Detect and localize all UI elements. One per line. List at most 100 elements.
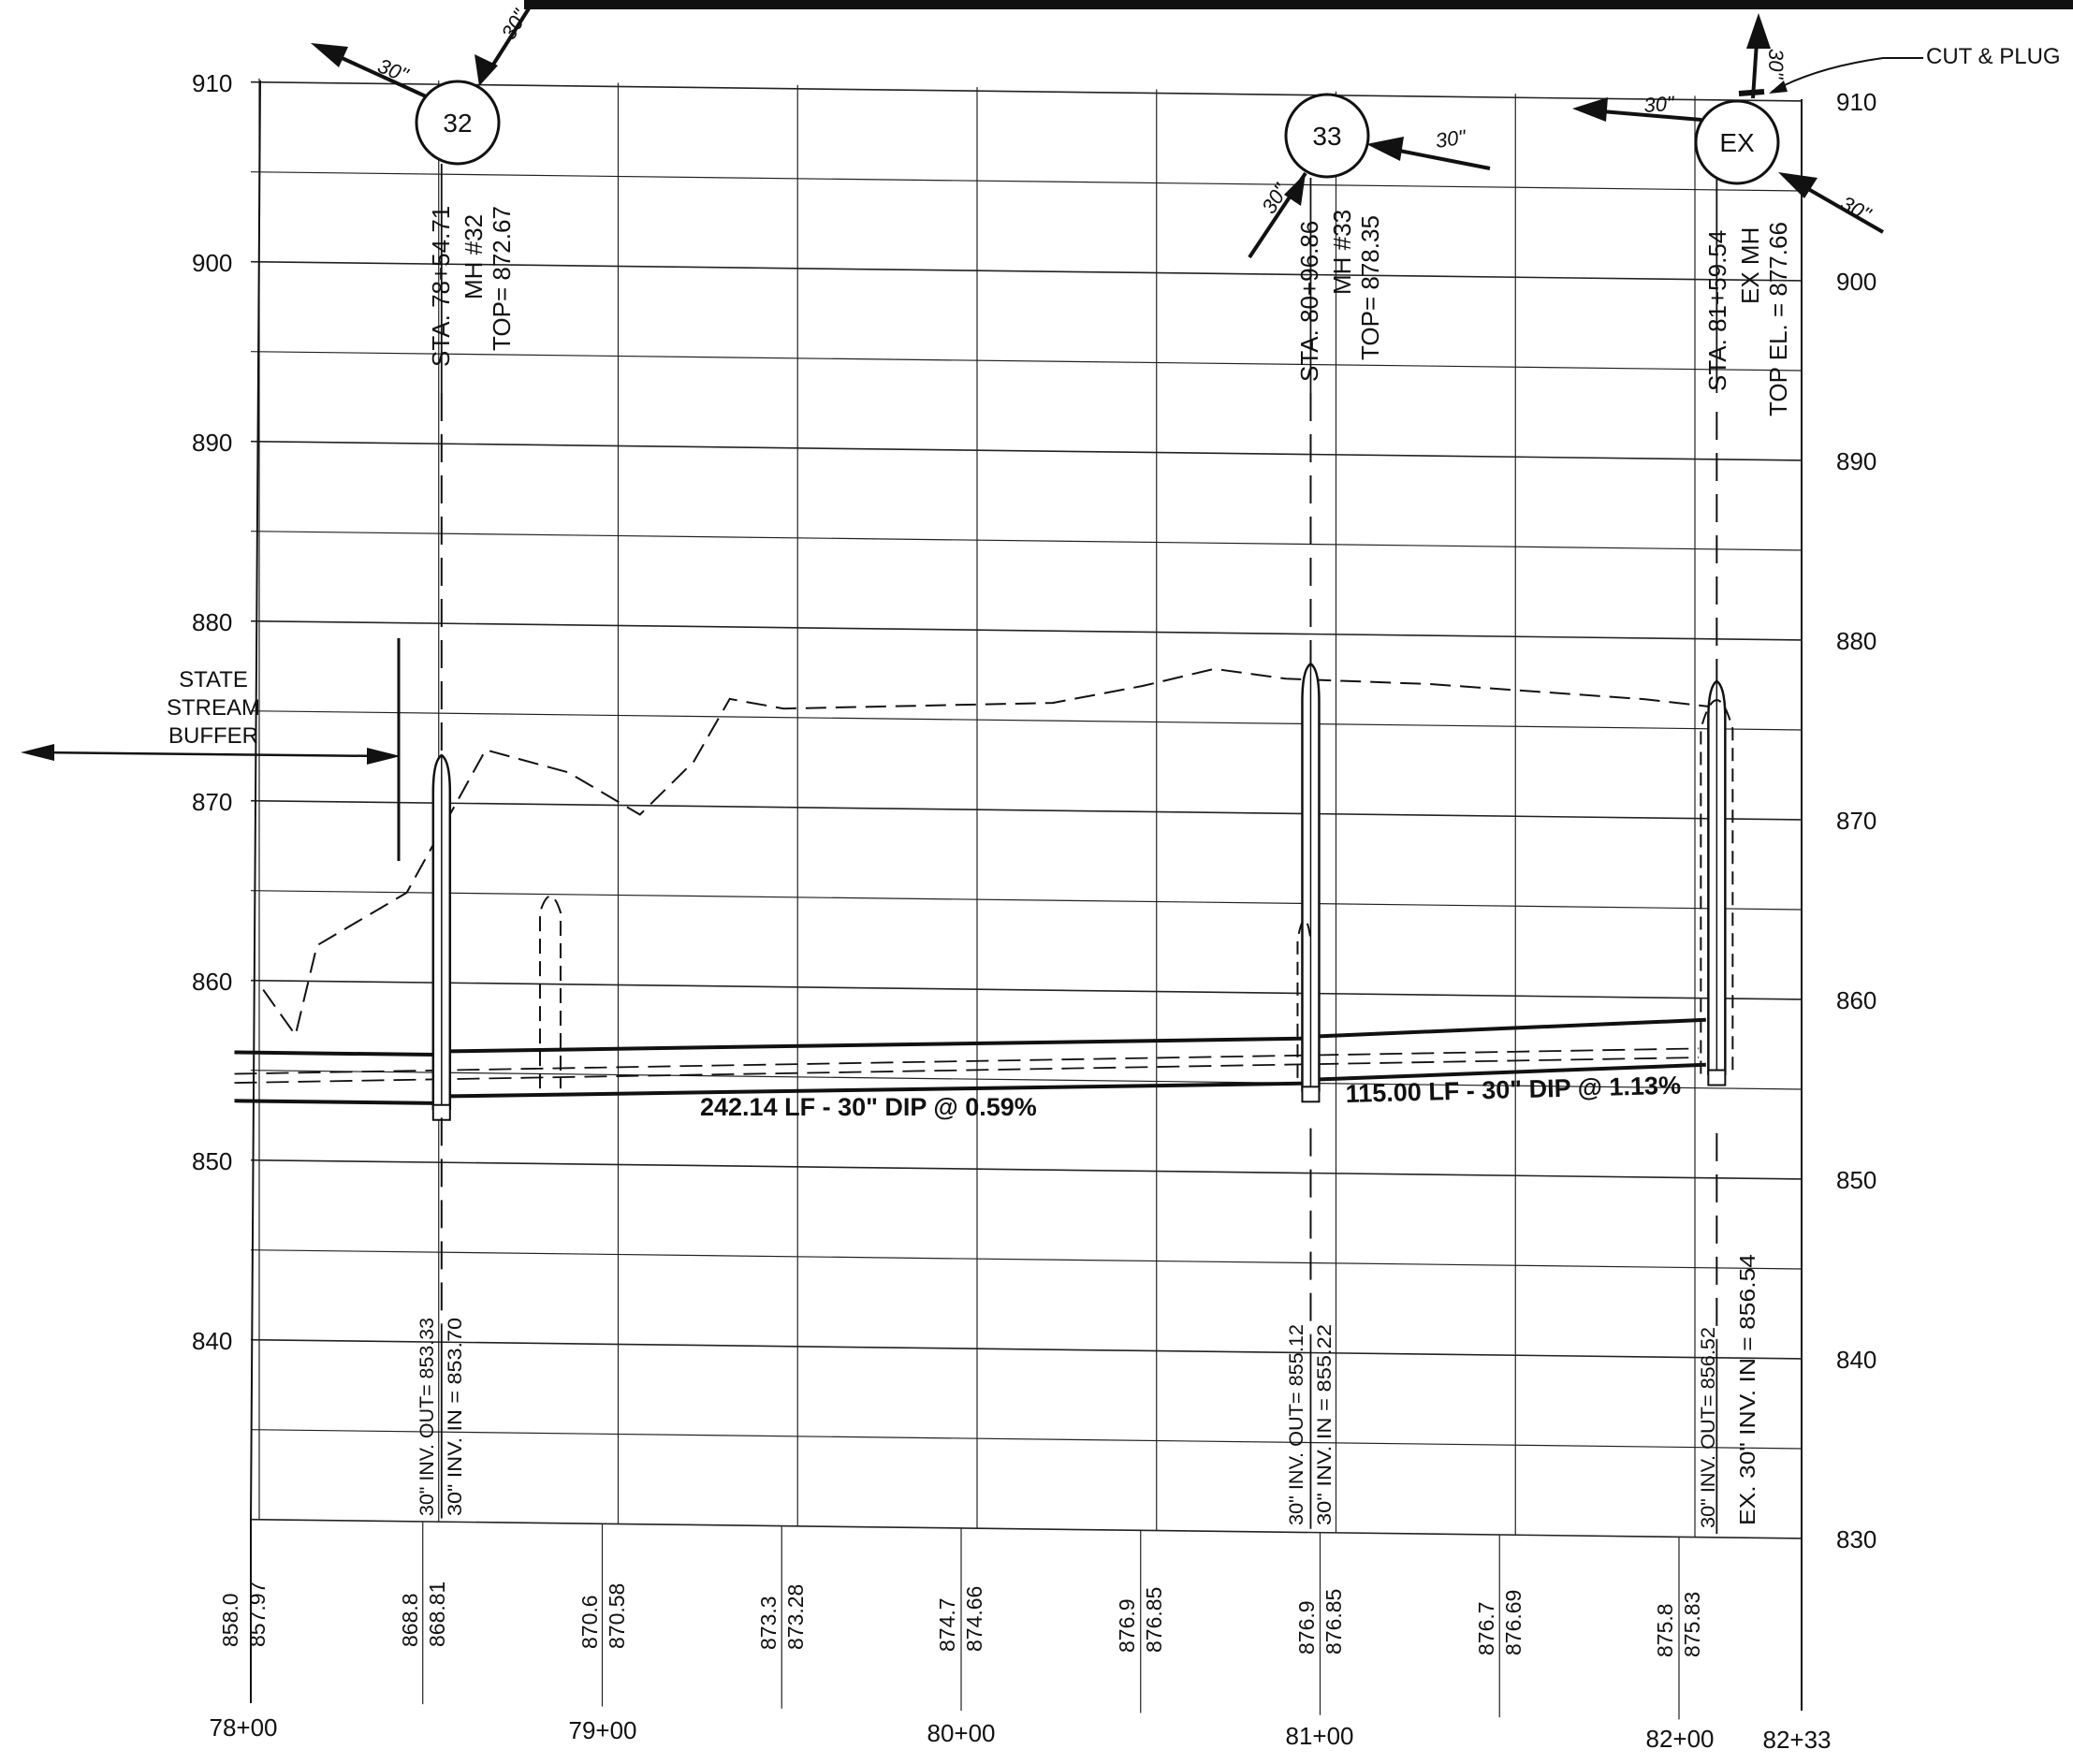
invert-in-label: 30" INV. IN = 855.22 — [1314, 1324, 1336, 1525]
manhole-symbol — [1284, 93, 1370, 179]
elevation-axis-left: 910 900 890 880 870 860 850 840 — [192, 69, 232, 1355]
grid-line-horizontal — [250, 531, 1803, 551]
elev-label-right: 890 — [1836, 447, 1876, 475]
elev-label-right: 910 — [1836, 88, 1876, 116]
existing-elevation: 870.6 — [577, 1595, 602, 1649]
flow-arrow-head — [1572, 97, 1608, 122]
flow-arrow-line — [1394, 148, 1491, 170]
existing-elevation: 875.8 — [1653, 1603, 1677, 1657]
manhole-name: EX MH — [1736, 227, 1764, 304]
pipe-invert-line — [448, 1081, 1311, 1099]
station-label: 82+00 — [1645, 1725, 1714, 1753]
grid-line-horizontal — [250, 620, 1803, 641]
flow-arrow-line — [327, 50, 427, 98]
proposed-elevation: 870.58 — [605, 1583, 629, 1649]
manhole-symbol — [415, 80, 501, 166]
flow-arrow-line — [485, 4, 533, 77]
elev-label-right: 860 — [1836, 986, 1876, 1014]
elev-label-left: 850 — [192, 1147, 232, 1175]
manhole-symbol — [1694, 99, 1780, 185]
pipe-invert-line — [234, 1099, 435, 1105]
pipe-size-label: 30" — [1643, 92, 1676, 117]
pipe-crown-line — [448, 1036, 1311, 1054]
cut-plug-label: CUT & PLUG — [1926, 44, 2061, 69]
station-label: 78+00 — [209, 1713, 277, 1742]
invert-in-label: EX. 30" INV. IN = 856.54 — [1735, 1254, 1759, 1525]
manhole-32: 32 30" 30" STA. 78+54.71 MH #32 TOP= 872… — [311, 4, 533, 1516]
existing-elevation: 868.8 — [398, 1593, 422, 1647]
pipe-segment-label: 242.14 LF - 30" DIP @ 0.59% — [700, 1093, 1037, 1121]
invert-in-label: 30" INV. IN = 853.70 — [445, 1318, 466, 1516]
existing-pipe-dashed — [234, 1057, 1700, 1085]
manhole-id: EX — [1719, 128, 1755, 157]
manhole-id: 32 — [443, 109, 472, 138]
flow-arrow-head — [1778, 172, 1818, 198]
proposed-elevation: 876.85 — [1142, 1587, 1166, 1653]
grid-line-horizontal — [250, 1338, 1803, 1360]
manhole-top-elevation: TOP= 872.67 — [488, 206, 516, 351]
manhole-ex: EX 30" 30" 30" STA. 81+59.54 EX MH TOP E… — [1572, 13, 1884, 1528]
stream-buffer-callout: STATE STREAM BUFFER — [21, 638, 401, 861]
grid-line-horizontal — [250, 979, 1803, 1000]
pipe-size-label: 30" — [374, 53, 412, 87]
elev-label-left: 860 — [192, 968, 232, 996]
elev-label-left: 900 — [192, 249, 232, 277]
existing-structure-dashed — [1296, 918, 1312, 1078]
flow-arrow-head — [1284, 173, 1306, 206]
elev-label-right: 880 — [1836, 627, 1876, 655]
station-label: 82+33 — [1762, 1726, 1831, 1754]
grid-line-horizontal — [250, 1518, 1803, 1539]
manhole-station: STA. 81+59.54 — [1703, 230, 1731, 391]
elevation-axis-right: 910 900 890 880 870 860 850 840 830 — [1836, 88, 1876, 1553]
grid-line-horizontal — [250, 1249, 1803, 1270]
grid-line-horizontal — [250, 1070, 1803, 1090]
buffer-label: BUFFER — [168, 723, 258, 749]
station-label: 81+00 — [1285, 1722, 1353, 1750]
manhole-name: MH #32 — [460, 214, 488, 299]
flow-arrow-line — [1796, 181, 1884, 234]
proposed-elevation: 876.69 — [1501, 1590, 1526, 1655]
buffer-arrow-head-left — [21, 744, 54, 761]
manhole-base — [1301, 1086, 1321, 1103]
existing-ground-profile — [262, 667, 1717, 1038]
manhole-base — [1707, 1069, 1727, 1086]
ground-elevation-table-grid — [250, 1520, 1803, 1720]
elev-label-right: 870 — [1836, 807, 1876, 835]
flow-arrow-head — [1366, 137, 1404, 161]
flow-arrow-head — [311, 43, 348, 67]
existing-pipe-dashed — [234, 1047, 1700, 1075]
elev-label-left: 910 — [192, 69, 232, 97]
elev-label-right: 850 — [1836, 1166, 1876, 1194]
invert-out-label: 30" INV. OUT= 853.33 — [416, 1318, 438, 1516]
grid-line-horizontal — [250, 799, 1803, 821]
grid-line-horizontal — [250, 1429, 1803, 1450]
grid-line-horizontal — [250, 1159, 1803, 1180]
flow-arrow-head — [1746, 13, 1771, 49]
proposed-elevation: 857.97 — [245, 1582, 270, 1647]
grid-line-horizontal — [250, 351, 1803, 372]
cut-plug-mark — [1738, 89, 1765, 96]
grid-line-horizontal — [250, 890, 1803, 911]
ground-elevation-table: 858.0 857.97 868.8 868.81 870.6 870.58 8… — [218, 1582, 1704, 1657]
elev-label-right: 900 — [1836, 268, 1876, 296]
station-label: 79+00 — [568, 1716, 636, 1744]
existing-elevation: 876.7 — [1474, 1601, 1498, 1655]
invert-out-label: 30" INV. OUT= 856.52 — [1698, 1327, 1719, 1528]
grid-border-left — [250, 80, 261, 1524]
flow-arrow-line — [1590, 109, 1702, 122]
leader-line — [1771, 57, 1923, 93]
manhole-station: STA. 80+96.86 — [1295, 221, 1323, 382]
grid-line-horizontal — [250, 710, 1803, 731]
buffer-arrow-head-right — [367, 748, 401, 765]
existing-elevation: 876.9 — [1294, 1600, 1319, 1655]
buffer-extent-arrow — [36, 751, 385, 758]
manhole-top-elevation: TOP EL. = 877.66 — [1764, 222, 1792, 416]
station-axis: 78+00 79+00 80+00 81+00 82+00 82+33 — [209, 1713, 1831, 1754]
grid-line-horizontal — [250, 171, 1803, 192]
proposed-elevation: 873.28 — [783, 1584, 808, 1650]
elev-label-right: 830 — [1836, 1525, 1876, 1553]
pipe-invert-line — [1310, 1062, 1706, 1082]
leader-arrow-head — [1769, 80, 1788, 94]
manhole-top-elevation: TOP= 878.35 — [1356, 215, 1384, 360]
